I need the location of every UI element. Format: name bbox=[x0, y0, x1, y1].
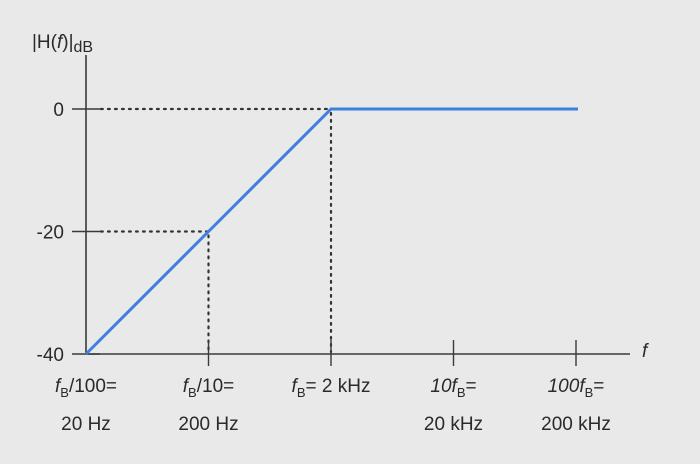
x-tick-label-value: 20 kHz bbox=[424, 414, 483, 435]
x-tick-label-value: 20 Hz bbox=[61, 414, 111, 435]
y-axis-label: |H(f)|dB bbox=[32, 32, 93, 56]
guide-lines bbox=[99, 107, 333, 354]
x-tick-label: 10fB​= bbox=[430, 376, 476, 400]
x-axis-label: f bbox=[642, 341, 649, 362]
x-tick-label: fB​/10= bbox=[183, 376, 234, 400]
x-tick-label: fB​= 2 kHz bbox=[292, 376, 371, 400]
x-ticks: fB​/100= 20 Hz fB​/10= 200 Hz fB​= 2 kHz 10fB… bbox=[55, 340, 611, 435]
magnitude-curve bbox=[84, 107, 578, 356]
y-tick-label: 0 bbox=[53, 100, 64, 121]
y-tick-label: -20 bbox=[37, 223, 64, 244]
x-tick-label-value: 200 kHz bbox=[541, 414, 611, 435]
x-tick-label-value: 200 Hz bbox=[178, 414, 238, 435]
y-tick-label: -40 bbox=[37, 345, 64, 366]
y-axis-label-sub: dB bbox=[74, 39, 94, 56]
x-tick-label: fB​/100= bbox=[55, 376, 117, 400]
y-axis-label-main: |H(f)| bbox=[32, 32, 74, 53]
x-tick-label: 100fB​= bbox=[548, 376, 605, 400]
y-ticks: 0 -20 -40 bbox=[37, 100, 100, 366]
